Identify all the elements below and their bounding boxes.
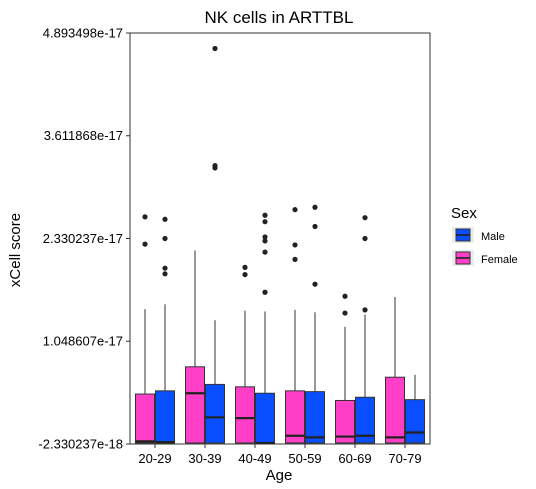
y-tick-label: 3.611868e-17 [44,128,123,143]
box-male-40-49 [255,392,275,444]
legend-label-female: Female [481,254,518,266]
outlier-point-male-20-29 [162,216,168,222]
box-male-60-69 [355,396,375,444]
x-tick-label: 40-49 [238,451,271,466]
box-male-20-29 [155,390,175,444]
outlier-point-male-40-49 [262,249,268,255]
x-tick-label: 60-69 [338,451,371,466]
boxplot-marks [135,45,425,445]
outlier-point-male-40-49 [262,289,268,295]
x-axis: 20-29 30-39 40-49 50-59 60-69 70-79 [138,444,422,466]
outlier-point-female-50-59 [292,256,298,262]
box-female-40-49 [235,386,255,444]
box-male-70-79 [405,399,425,444]
outlier-point-female-20-29 [142,241,148,247]
outlier-point-male-50-59 [312,281,318,287]
y-tick-label: 2.330237e-17 [43,231,123,246]
chart-title: NK cells in ARTTBL [205,8,354,27]
y-tick-label: -2.330237e-18 [38,437,123,452]
outlier-point-female-60-69 [342,293,348,299]
outlier-point-male-20-29 [162,265,168,271]
outlier-point-male-60-69 [362,215,368,221]
outlier-point-female-50-59 [292,242,298,248]
outlier-point-male-60-69 [362,235,368,242]
box-male-50-59 [305,391,325,444]
outlier-point-male-40-49 [262,238,268,244]
y-tick-label: 4.893498e-17 [43,26,123,41]
y-axis: 4.893498e-17 3.611868e-17 2.330237e-17 1.04… [38,26,130,452]
outlier-point-male-40-49 [262,219,268,225]
box-female-30-39 [185,366,205,444]
x-axis-title: Age [266,467,293,484]
outlier-point-male-30-39 [212,45,218,52]
box-male-30-39 [205,383,225,444]
outlier-point-male-20-29 [162,235,168,242]
box-female-20-29 [135,393,155,444]
plot-panel [129,32,431,445]
outlier-point-female-60-69 [342,310,348,316]
outlier-point-male-40-49 [262,234,268,240]
legend-title: Sex [451,205,477,222]
x-tick-label: 20-29 [138,451,171,466]
outlier-point-male-50-59 [312,223,318,230]
x-tick-label: 50-59 [288,451,321,466]
outlier-point-female-50-59 [292,207,298,213]
outlier-point-male-40-49 [262,212,268,218]
x-tick-label: 30-39 [188,451,221,466]
box-female-70-79 [385,376,405,444]
outlier-point-female-20-29 [142,214,148,220]
outlier-point-male-30-39 [212,165,218,171]
outlier-point-male-50-59 [312,204,318,210]
box-female-50-59 [285,390,305,444]
y-tick-label: 1.048607e-17 [43,334,123,349]
y-axis-title: xCell score [7,213,24,287]
box-female-60-69 [335,399,355,444]
outlier-point-male-60-69 [362,307,368,313]
x-tick-label: 70-79 [388,451,421,466]
outlier-point-female-40-49 [242,271,248,278]
outlier-point-female-40-49 [242,264,248,270]
legend-label-male: Male [481,231,505,243]
legend: Sex Male Female [451,205,518,266]
outlier-point-male-20-29 [162,271,168,277]
